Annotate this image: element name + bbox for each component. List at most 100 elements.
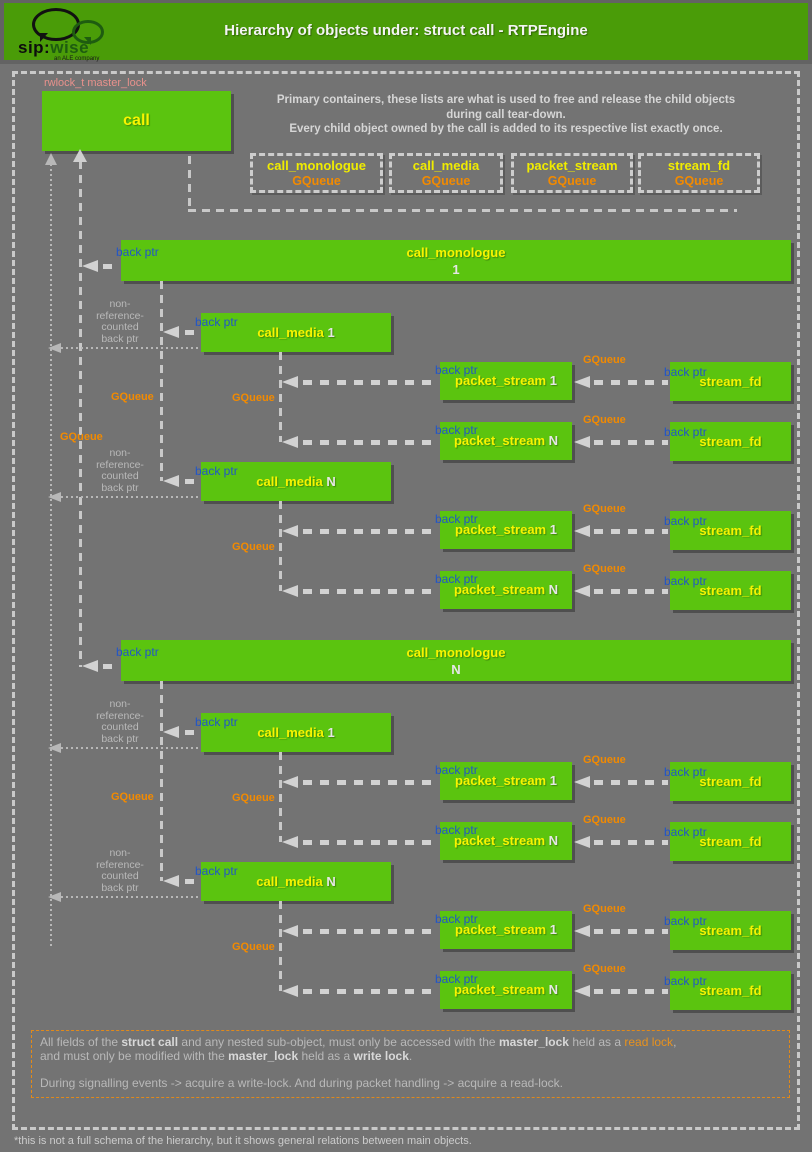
call-media-box: call_media N <box>201 462 391 501</box>
back-ptr-arrow-icon <box>282 776 298 788</box>
legend-box-packet-stream: packet_stream GQueue <box>511 153 633 193</box>
header-bar <box>4 3 808 60</box>
legend-box-type: GQueue <box>421 174 471 188</box>
sipwise-logo: sip:wise an ALE company <box>18 6 128 62</box>
back-ptr-label: back ptr <box>116 245 159 259</box>
note-line-1: All fields of the struct call and any ne… <box>40 1035 677 1049</box>
back-ptr-arrow-dash <box>103 664 112 669</box>
non-ref-back-ptr-label: non-reference-counted back ptr <box>96 698 144 745</box>
back-ptr-arrow-icon <box>282 925 298 937</box>
logo-wordmark: sip:wise <box>18 39 89 56</box>
logo-sip-text: sip: <box>18 38 51 57</box>
non-ref-arrow-icon <box>48 492 61 502</box>
locking-note: All fields of the struct call and any ne… <box>31 1030 790 1098</box>
back-ptr-arrow-icon <box>163 475 179 487</box>
back-ptr-label: back ptr <box>664 365 707 379</box>
back-ptr-label: back ptr <box>664 514 707 528</box>
call-monologue-box: call_monologue 1 <box>121 240 791 281</box>
back-ptr-label: back ptr <box>664 425 707 439</box>
back-ptr-arrow-icon <box>574 776 590 788</box>
back-ptr-arrow-icon <box>574 436 590 448</box>
speech-bubble-small-tail-icon <box>84 37 91 45</box>
back-ptr-arrow-dashes <box>594 589 668 594</box>
back-ptr-label: back ptr <box>664 574 707 588</box>
back-ptr-label: back ptr <box>435 912 478 926</box>
legend-box-call-media: call_media GQueue <box>389 153 503 193</box>
non-ref-back-ptr-label: non-reference-counted back ptr <box>96 298 144 345</box>
legend-line-3: Every child object owned by the call is … <box>289 123 723 136</box>
stream-fd-box: stream_fd <box>670 571 791 610</box>
back-ptr-arrow-icon <box>163 875 179 887</box>
back-ptr-arrow-icon <box>82 660 98 672</box>
legend-box-name: call_media <box>412 158 480 173</box>
non-ref-arrow-icon <box>48 892 61 902</box>
legend-box-type: GQueue <box>292 174 341 188</box>
call-box: call <box>42 91 231 151</box>
back-ptr-arrow-dashes <box>594 780 668 785</box>
back-ptr-label: back ptr <box>195 715 238 729</box>
stream-fd-box: stream_fd <box>670 822 791 861</box>
back-ptr-arrow-dashes <box>303 929 438 934</box>
non-ref-back-ptr-line <box>56 747 201 749</box>
non-ref-back-ptr-label: non-reference-counted back ptr <box>96 847 144 894</box>
back-ptr-arrow-dashes <box>303 780 438 785</box>
back-ptr-arrow-dashes <box>594 529 668 534</box>
back-ptr-arrow-dash <box>185 730 194 735</box>
fd-gqueue-label: GQueue <box>583 814 626 826</box>
non-ref-arrow-icon <box>48 343 61 353</box>
packet-stream-box: packet_stream 1 <box>440 362 572 400</box>
back-ptr-arrow-icon <box>163 326 179 338</box>
call-media-box: call_media 1 <box>201 313 391 352</box>
back-ptr-label: back ptr <box>435 512 478 526</box>
non-ref-back-ptr-line <box>56 347 201 349</box>
legend-line-2: during call tear-down. <box>446 108 566 121</box>
fd-gqueue-label: GQueue <box>583 563 626 575</box>
note-line-blank <box>40 1063 781 1077</box>
media-streams-gqueue-line <box>279 901 282 991</box>
stream-fd-box: stream_fd <box>670 511 791 550</box>
back-ptr-label: back ptr <box>435 763 478 777</box>
back-ptr-arrow-icon <box>282 525 298 537</box>
streams-gqueue-label: GQueue <box>232 541 275 553</box>
speech-bubble-small-icon <box>72 20 104 44</box>
nonref-backptr-vline <box>50 164 52 946</box>
streams-gqueue-label: GQueue <box>232 941 275 953</box>
legend-box-name: call_monologue <box>267 158 366 173</box>
packet-stream-box: packet_stream N <box>440 971 572 1009</box>
back-ptr-arrow-dashes <box>594 440 668 445</box>
streams-gqueue-label: GQueue <box>232 392 275 404</box>
legend-bracket-vline <box>188 156 191 209</box>
stream-fd-box: stream_fd <box>670 362 791 401</box>
medias-gqueue-label: GQueue <box>111 791 154 803</box>
back-ptr-arrow-icon <box>282 836 298 848</box>
back-ptr-arrow-icon <box>282 436 298 448</box>
back-ptr-arrow-icon <box>282 585 298 597</box>
legend-box-type: GQueue <box>674 174 724 188</box>
legend-text: Primary containers, these lists are what… <box>240 93 772 137</box>
medias-gqueue-label: GQueue <box>111 391 154 403</box>
media-streams-gqueue-line <box>279 501 282 591</box>
page-title: Hierarchy of objects under: struct call … <box>224 22 588 39</box>
media-streams-gqueue-line <box>279 752 282 842</box>
back-ptr-arrow-dashes <box>594 380 668 385</box>
fd-gqueue-label: GQueue <box>583 354 626 366</box>
back-ptr-label: back ptr <box>435 423 478 437</box>
back-ptr-arrow-icon <box>574 836 590 848</box>
packet-stream-box: packet_stream 1 <box>440 911 572 949</box>
back-ptr-label: back ptr <box>435 823 478 837</box>
back-ptr-label: back ptr <box>435 972 478 986</box>
back-ptr-label: back ptr <box>435 572 478 586</box>
back-ptr-arrow-dashes <box>303 840 438 845</box>
back-ptr-arrow-dash <box>185 479 194 484</box>
legend-box-type: GQueue <box>547 174 597 188</box>
back-ptr-arrow-dash <box>103 264 112 269</box>
fd-gqueue-label: GQueue <box>583 754 626 766</box>
call-monologue-box: call_monologue N <box>121 640 791 681</box>
call-monologues-gqueue-label: GQueue <box>60 431 103 443</box>
speech-bubble-tail-icon <box>40 33 48 42</box>
fd-gqueue-label: GQueue <box>583 963 626 975</box>
back-ptr-label: back ptr <box>664 974 707 988</box>
back-ptr-arrow-dashes <box>303 589 438 594</box>
back-ptr-arrow-icon <box>163 726 179 738</box>
